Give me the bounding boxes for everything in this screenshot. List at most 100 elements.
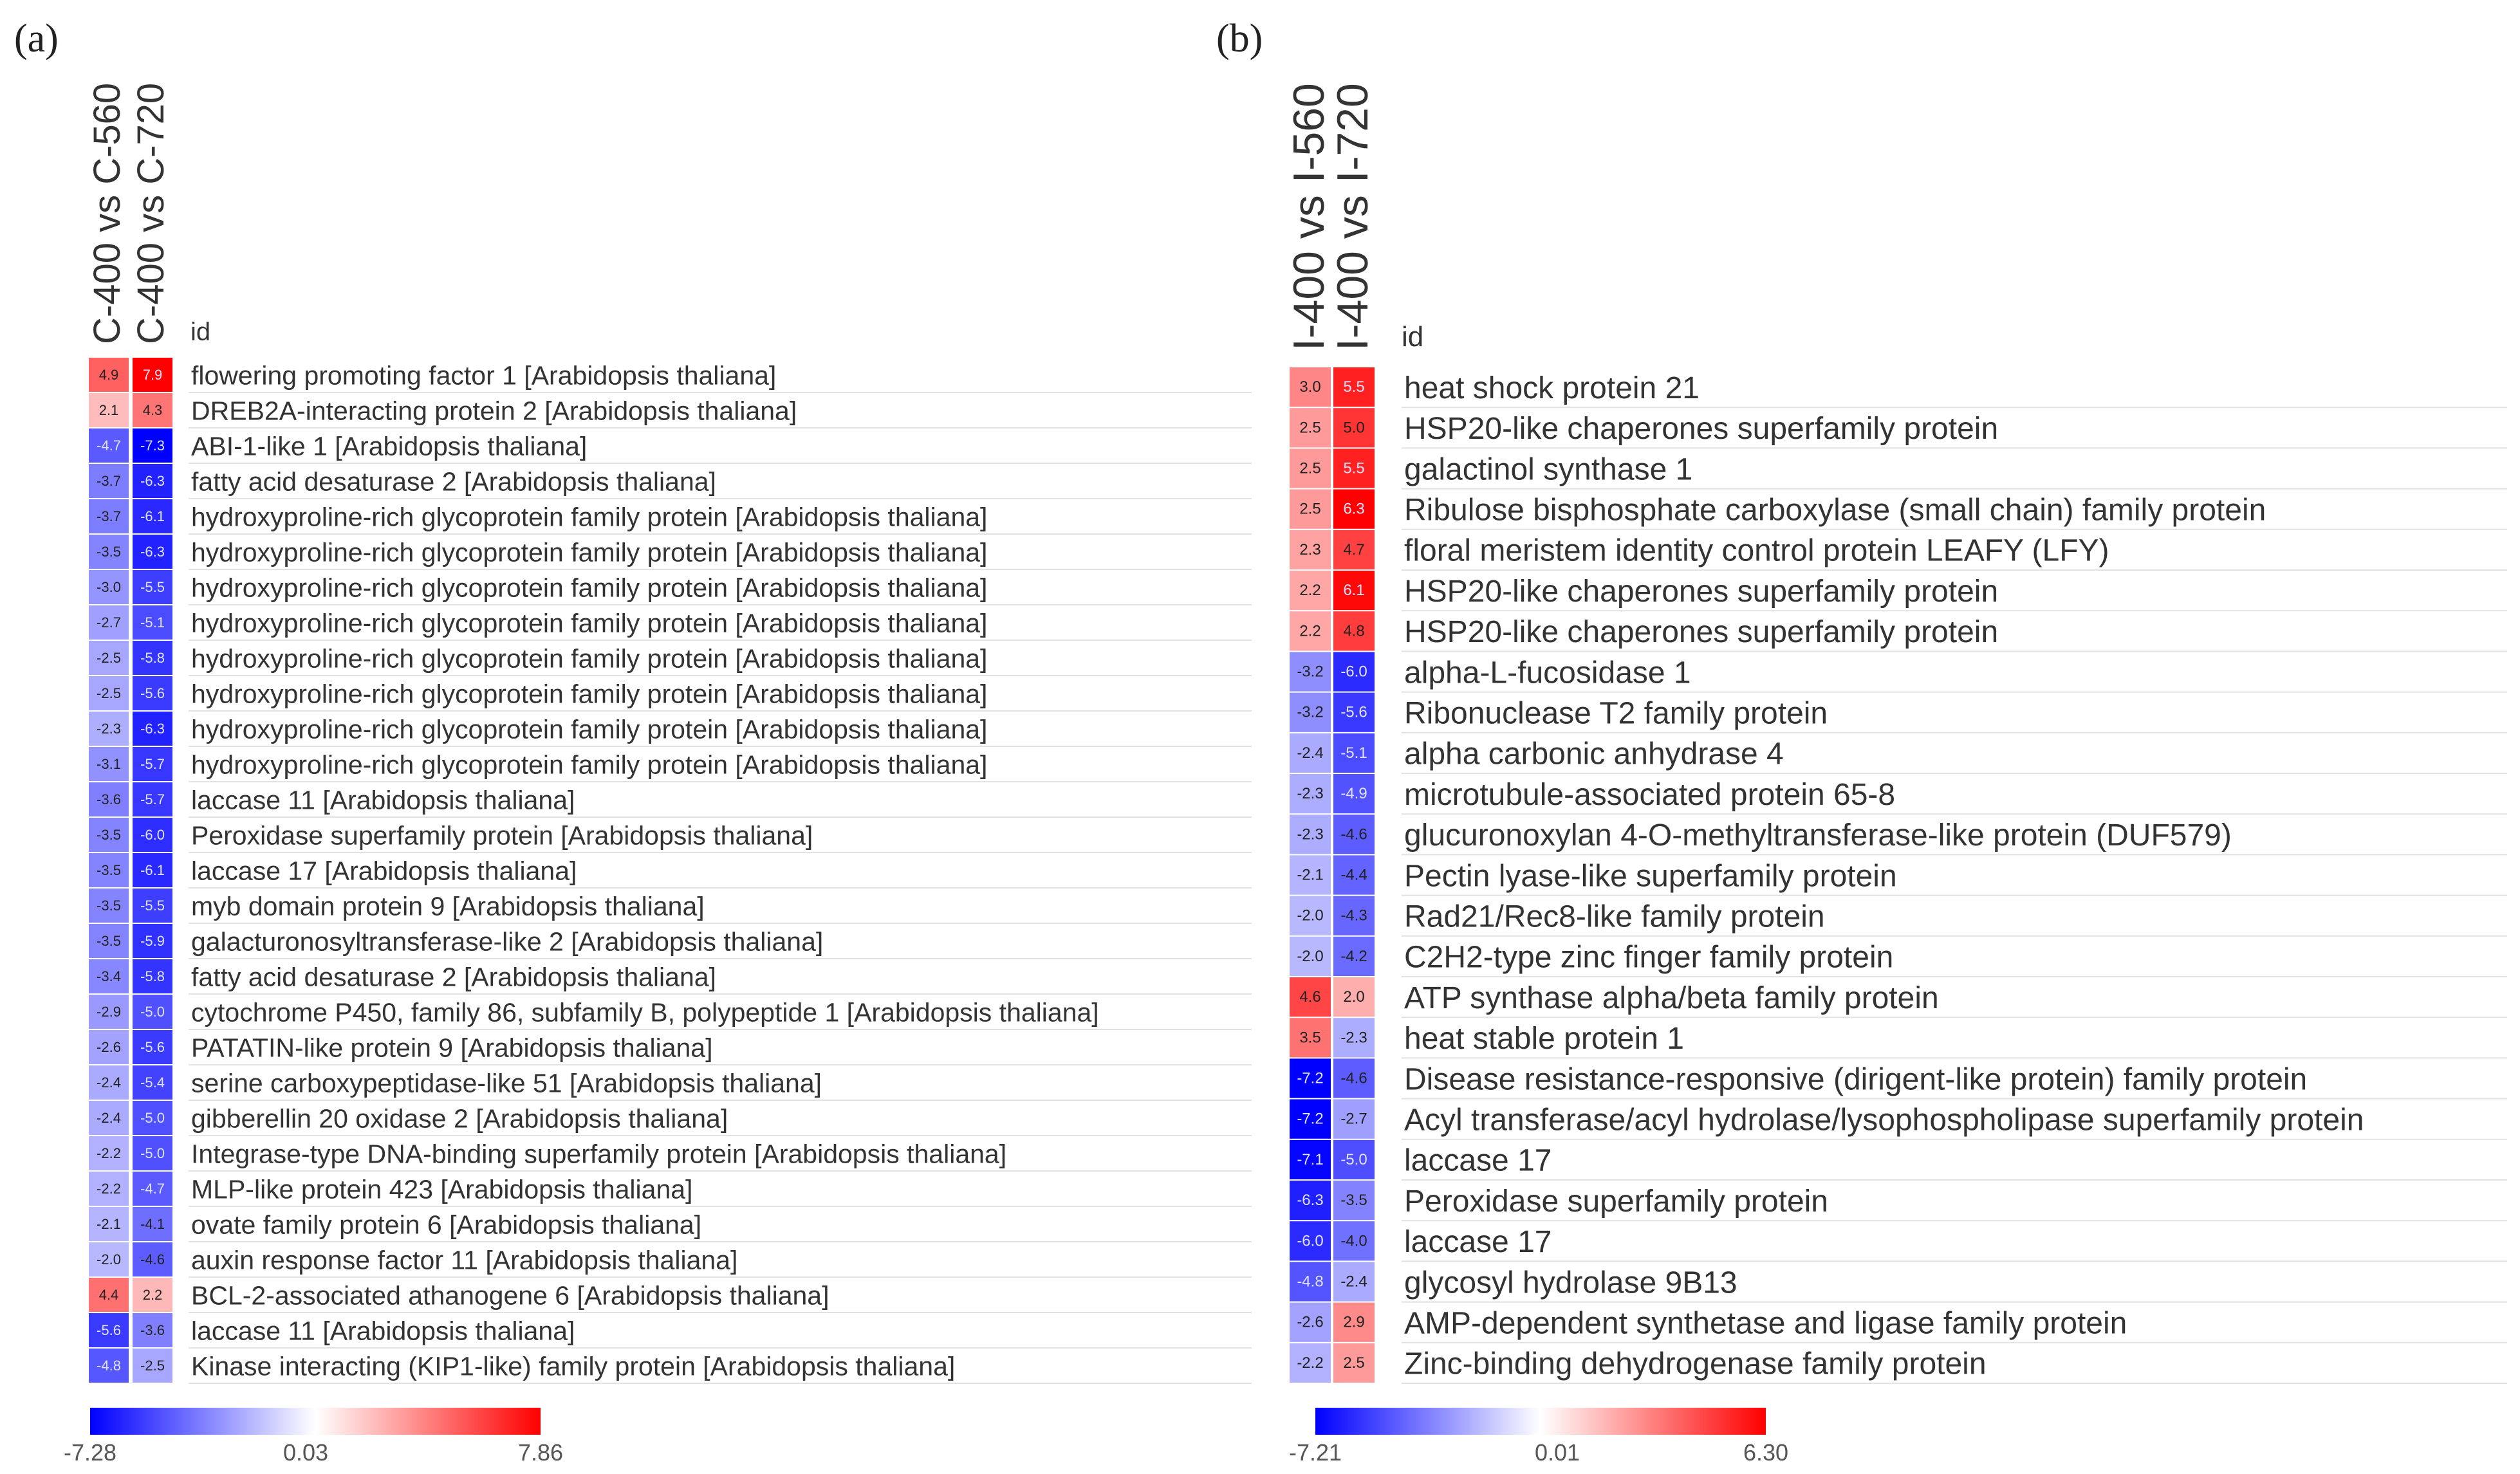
- panel-a-heatmap-cell: [89, 641, 129, 675]
- panel-a-row-label: gibberellin 20 oxidase 2 [Arabidopsis th…: [191, 1103, 728, 1133]
- panel-a-cell-value: -5.7: [140, 791, 165, 807]
- panel-a-cell-value: -2.7: [97, 614, 121, 631]
- panel-a-row-label: hydroxyproline-rich glycoprotein family …: [191, 643, 987, 673]
- panel-a-row: -2.5 -5.8 hydroxyproline-rich glycoprotein…: [89, 641, 1252, 676]
- panel-a-heatmap-cell: [133, 1242, 172, 1276]
- panel-a-legend-min-label: -7.28: [64, 1439, 116, 1466]
- panel-b-heatmap-cell: [1333, 1018, 1375, 1058]
- panel-a-cell-value: -3.5: [97, 933, 121, 949]
- panel-a-cell-value: -2.5: [140, 1358, 165, 1374]
- panel-a-cell-value: -2.6: [97, 1039, 121, 1055]
- panel-b-row-label: laccase 17: [1404, 1225, 1552, 1259]
- panel-b-heatmap-cell: [1333, 1302, 1375, 1342]
- panel-a-row-label: PATATIN-like protein 9 [Arabidopsis thal…: [191, 1033, 713, 1062]
- panel-b-row: -2.2 2.5 Zinc-binding dehydrogenase family…: [1290, 1343, 2507, 1384]
- panel-a-cell-value: -2.5: [97, 650, 121, 666]
- panel-b-cell-value: -2.1: [1297, 867, 1323, 884]
- panel-b-cell-value: -4.2: [1340, 948, 1367, 965]
- panel-a-cell-value: 4.3: [143, 402, 163, 418]
- panel-a-cell-value: -3.7: [97, 473, 121, 489]
- panel-b-row: -2.3 -4.9 microtubule-associated protein 6…: [1290, 774, 2507, 815]
- panel-b-heatmap-cell: [1333, 571, 1375, 611]
- panel-a-cell-value: -2.0: [97, 1251, 121, 1267]
- panel-b-heatmap-cell: [1333, 936, 1375, 976]
- panel-a-row-label: ABI-1-like 1 [Arabidopsis thaliana]: [191, 431, 587, 461]
- panel-a-cell-value: -2.4: [97, 1110, 121, 1126]
- panel-b-row: 3.0 5.5 heat shock protein 21: [1290, 367, 2507, 409]
- panel-b-cell-value: 2.5: [1299, 501, 1320, 518]
- panel-b-cell-value: -2.3: [1297, 825, 1323, 843]
- panel-a-cell-value: -3.6: [140, 1322, 165, 1338]
- panel-b-cell-value: 2.2: [1299, 622, 1320, 640]
- panel-b-cell-value: 5.5: [1343, 460, 1364, 477]
- panel-a-heatmap-cell: [89, 676, 129, 710]
- panel-b-cell-value: 3.5: [1299, 1029, 1320, 1046]
- panel-b-row: -3.2 -5.6 Ribonuclease T2 family protein: [1290, 692, 2507, 733]
- panel-a-row: -2.2 -5.0 Integrase-type DNA-binding super…: [89, 1136, 1252, 1172]
- panel-a-cell-value: -3.5: [97, 827, 121, 843]
- panel-b-heatmap-cell: [1290, 1302, 1331, 1342]
- panel-b-row-label: alpha-L-fucosidase 1: [1404, 656, 1691, 690]
- panel-b-heatmap-cell: [1333, 815, 1375, 854]
- panel-a-heatmap-cell: [89, 535, 129, 569]
- panel-a-heatmap-cell: [133, 924, 172, 958]
- panel-a-heatmap-cell: [89, 1242, 129, 1276]
- panel-a-row: -4.7 -7.3 ABI-1-like 1 [Arabidopsis thalia…: [89, 428, 1252, 464]
- panel-a-heatmap-cell: [133, 889, 172, 923]
- panel-b-cell-value: -4.9: [1340, 785, 1367, 802]
- panel-b-color-legend: -7.21 0.01 6.30: [1289, 1408, 1788, 1466]
- panel-a-cell-value: -2.3: [97, 721, 121, 737]
- panel-a-heatmap-cell: [89, 1101, 129, 1135]
- panel-a-cell-value: -2.5: [97, 685, 121, 701]
- panel-b-cell-value: -6.0: [1340, 663, 1367, 681]
- panel-b-legend-max-label: 6.30: [1743, 1439, 1788, 1466]
- panel-b-row: -6.3 -3.5 Peroxidase superfamily protein: [1290, 1181, 2507, 1222]
- panel-a-heatmap-cell: [133, 1101, 172, 1135]
- panel-a-heatmap-cell: [89, 782, 129, 816]
- panel-b-heatmap-cell: [1333, 652, 1375, 692]
- panel-a-heatmap-cell: [89, 1349, 129, 1383]
- heatmap-panel-b: (b) I-400 vs I-560 I-400 vs I-720 id 3.0…: [1216, 17, 2507, 1466]
- panel-a-heatmap-cell: [89, 393, 129, 427]
- panel-a-heatmap-cell: [89, 995, 129, 1029]
- panel-a-cell-value: -6.0: [140, 827, 165, 843]
- panel-a-row-label: hydroxyproline-rich glycoprotein family …: [191, 608, 987, 638]
- panel-a-heatmap-cell: [133, 1136, 172, 1170]
- panel-a-column-header-2: C-400 vs C-720: [130, 83, 172, 344]
- panel-b-row: -2.0 -4.2 C2H2-type zinc finger family pro…: [1290, 936, 2507, 977]
- panel-b-cell-value: -6.0: [1297, 1232, 1323, 1249]
- panel-b-cell-value: -2.3: [1297, 785, 1323, 802]
- panel-a-row-label: hydroxyproline-rich glycoprotein family …: [191, 502, 987, 531]
- panel-b-cell-value: -4.6: [1340, 825, 1367, 843]
- panel-a-heatmap-cell: [133, 782, 172, 816]
- panel-a-heatmap-cell: [133, 959, 172, 993]
- panel-b-heatmap-cell: [1290, 367, 1331, 407]
- panel-a-heatmap-cell: [133, 358, 172, 392]
- panel-a-cell-value: -5.9: [140, 933, 165, 949]
- panel-b-row-label: ATP synthase alpha/beta family protein: [1404, 981, 1939, 1015]
- panel-b-cell-value: 6.1: [1343, 582, 1364, 599]
- panel-b-heatmap-cell: [1290, 1221, 1331, 1261]
- panel-b-row: -2.4 -5.1 alpha carbonic anhydrase 4: [1290, 733, 2507, 774]
- panel-a-heatmap-cell: [133, 1030, 172, 1064]
- panel-a-row-label: flowering promoting factor 1 [Arabidopsi…: [191, 360, 776, 390]
- panel-b-row-label: galactinol synthase 1: [1404, 452, 1692, 486]
- panel-a-cell-value: -4.7: [140, 1181, 165, 1197]
- panel-b-cell-value: -5.6: [1340, 704, 1367, 721]
- panel-b-heatmap-cell: [1333, 367, 1375, 407]
- panel-b-heatmap-cell: [1333, 448, 1375, 488]
- panel-a-heatmap-cell: [89, 818, 129, 852]
- panel-b-cell-value: 4.6: [1299, 988, 1320, 1006]
- panel-a-row-label: hydroxyproline-rich glycoprotein family …: [191, 537, 987, 567]
- panel-b-heatmap-cell: [1333, 896, 1375, 935]
- panel-a-heatmap-cell: [89, 499, 129, 533]
- panel-b-row: -7.1 -5.0 laccase 17: [1290, 1139, 2507, 1181]
- panel-b-row-label: glucuronoxylan 4-O-methyltransferase-lik…: [1404, 818, 2232, 852]
- panel-a-heatmap-cell: [89, 1065, 129, 1100]
- panel-a-row-label: myb domain protein 9 [Arabidopsis thalia…: [191, 891, 705, 921]
- panel-a-heatmap-cell: [133, 1349, 172, 1383]
- panel-a-heatmap-cell: [133, 641, 172, 675]
- panel-a-row: -3.4 -5.8 fatty acid desaturase 2 [Arabido…: [89, 959, 1252, 995]
- panel-b-row: 2.3 4.7 floral meristem identity control p…: [1290, 530, 2507, 571]
- panel-a-cell-value: -5.7: [140, 756, 165, 772]
